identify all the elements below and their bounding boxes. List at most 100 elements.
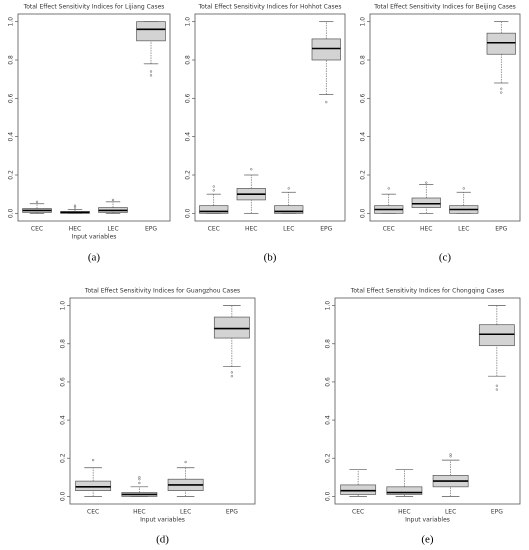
plot-frame	[369, 13, 521, 222]
x-axis-label: Input variables	[140, 517, 185, 524]
y-tick-label: 0.4	[360, 132, 367, 142]
x-tick-label: LEC	[445, 509, 456, 516]
outlier	[212, 189, 215, 192]
y-tick-label: 0.2	[185, 170, 192, 180]
plot-frame	[69, 297, 256, 505]
outlier	[425, 181, 428, 184]
x-tick-label: CEC	[208, 226, 220, 233]
y-tick-label: 0.2	[325, 453, 332, 463]
box	[386, 486, 423, 495]
outlier	[138, 476, 141, 479]
outlier	[73, 204, 77, 207]
y-tick-label: 1.0	[8, 17, 15, 27]
outlier	[449, 453, 452, 456]
outlier	[73, 206, 77, 209]
box	[340, 484, 377, 495]
y-tick-label: 0.4	[60, 415, 67, 425]
y-tick-label: 1.0	[325, 301, 332, 311]
y-tick-label: 0.4	[185, 132, 192, 142]
y-tick-label: 0.6	[360, 93, 367, 103]
outlier	[250, 168, 253, 171]
y-tick-label: 0.2	[8, 170, 15, 180]
x-axis-label: Input variables	[405, 517, 450, 524]
chart-title: Total Effect Sensitivity Indices for Hoh…	[198, 4, 342, 11]
outlier	[462, 187, 465, 190]
outlier	[184, 460, 187, 464]
y-tick-label: 0.8	[325, 339, 332, 349]
x-tick-label: CEC	[31, 226, 43, 233]
x-tick-label: EPG	[226, 509, 238, 516]
y-tick-label: 0.6	[325, 377, 332, 387]
outlier	[35, 200, 39, 203]
x-tick-label: EPG	[320, 226, 332, 233]
outlier	[500, 91, 503, 94]
panel-label: (c)	[439, 252, 452, 264]
outlier	[149, 74, 153, 77]
y-tick-label: 1.0	[185, 17, 192, 27]
chart-title: Total Effect Sensitivity Indices for Lij…	[23, 4, 165, 11]
box	[411, 197, 441, 208]
panel-label: (b)	[264, 252, 277, 264]
y-tick-label: 0.4	[325, 415, 332, 425]
x-tick-label: LEC	[458, 226, 469, 233]
y-tick-label: 0.0	[185, 208, 192, 218]
outlier	[325, 101, 328, 104]
outlier	[449, 455, 452, 458]
box	[486, 32, 516, 55]
y-tick-label: 1.0	[360, 17, 367, 27]
outlier	[230, 371, 234, 374]
x-tick-label: CEC	[383, 226, 395, 233]
x-tick-label: CEC	[87, 509, 99, 516]
outlier	[287, 187, 290, 190]
outlier	[149, 70, 153, 73]
box	[274, 205, 304, 214]
x-tick-label: EPG	[145, 226, 157, 233]
y-tick-label: 0.0	[360, 208, 367, 218]
box	[136, 21, 166, 42]
x-tick-label: HEC	[69, 226, 82, 233]
outlier	[111, 198, 115, 202]
y-tick-label: 0.8	[185, 55, 192, 65]
outlier	[495, 384, 499, 387]
x-tick-label: LEC	[107, 226, 118, 233]
box	[213, 316, 250, 339]
panel-label: (d)	[156, 534, 169, 546]
outlier	[212, 185, 215, 188]
y-tick-label: 0.8	[360, 55, 367, 65]
outlier	[91, 458, 95, 462]
y-tick-label: 0.0	[325, 491, 332, 501]
y-tick-label: 0.2	[60, 453, 67, 463]
chart-title: Total Effect Sensitivity Indices for Gua…	[84, 288, 240, 295]
x-tick-label: HEC	[133, 509, 146, 516]
y-tick-label: 0.0	[60, 491, 67, 501]
x-tick-label: HEC	[398, 509, 411, 516]
y-tick-label: 0.2	[360, 170, 367, 180]
y-tick-label: 0.6	[8, 93, 15, 103]
outlier	[387, 187, 390, 190]
y-tick-label: 0.0	[8, 208, 15, 218]
y-tick-label: 1.0	[60, 301, 67, 311]
box	[311, 38, 341, 61]
box	[478, 324, 515, 347]
x-tick-label: LEC	[180, 509, 191, 516]
x-tick-label: EPG	[495, 226, 507, 233]
plot-frame	[334, 297, 521, 505]
x-tick-label: HEC	[420, 226, 433, 233]
box	[199, 205, 229, 214]
y-tick-label: 0.8	[8, 55, 15, 65]
chart-title: Total Effect Sensitivity Indices for Cho…	[350, 288, 505, 295]
y-tick-label: 0.4	[8, 132, 15, 142]
outlier	[500, 87, 503, 90]
y-tick-label: 0.6	[60, 377, 67, 387]
outlier	[138, 478, 141, 481]
plot-frame	[17, 13, 171, 222]
box	[75, 480, 112, 491]
y-tick-label: 0.8	[60, 339, 67, 349]
chart-title: Total Effect Sensitivity Indices for Bei…	[373, 4, 516, 11]
y-tick-label: 0.6	[185, 93, 192, 103]
x-tick-label: HEC	[245, 226, 258, 233]
outlier	[495, 388, 499, 391]
panel-label: (a)	[88, 252, 101, 264]
x-tick-label: CEC	[352, 509, 364, 516]
